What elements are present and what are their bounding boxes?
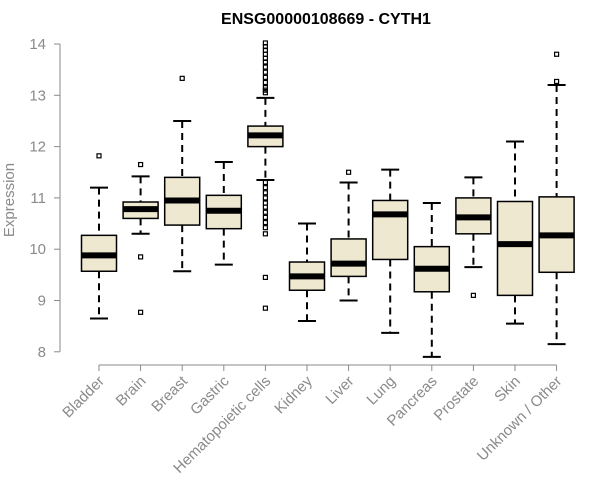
x-tick-label: Lung [363,373,399,409]
chart-title: ENSG00000108669 - CYTH1 [221,11,431,28]
iqr-box [371,199,409,261]
outlier-point [262,200,268,206]
outlier-point [262,74,268,80]
outlier-point [138,309,144,315]
x-tick-label: Breast [148,372,191,415]
outlier-point [262,274,268,281]
box-skin [496,140,534,325]
x-tick-label: Kidney [271,372,316,417]
outlier-point [138,254,144,260]
outlier-point [262,59,268,65]
outlier-point [262,204,268,210]
x-tick-label: Liver [322,373,357,408]
y-axis-title: Expression [1,163,18,237]
box-pancreas [413,202,451,358]
outlier-point [262,179,268,186]
x-tick-label: Skin [491,373,524,406]
outlier-point [138,161,144,168]
box-lung [371,168,409,334]
y-tick-label: 13 [29,87,46,104]
outlier-point [470,292,476,298]
outlier-point [346,169,352,175]
outlier-point [262,51,268,57]
outlier-point [262,79,268,86]
outlier-point [96,153,102,159]
iqr-box [330,238,367,278]
x-tick-label: Bladder [59,373,108,422]
outlier-point [179,75,185,81]
box-liver [330,169,367,302]
y-tick-label: 8 [38,344,46,361]
y-tick-label: 12 [29,139,46,156]
outlier-point [262,305,268,311]
boxes-group [80,40,575,358]
outlier-point [262,47,268,53]
y-tick-label: 10 [29,241,46,258]
y-axis: 8 9 10 11 12 13 14 [29,36,61,361]
outlier-point [262,190,268,196]
outlier-point [553,78,560,85]
iqr-box [496,200,534,297]
box-bladder [80,153,118,320]
outlier-point [553,51,560,57]
box-unknown-other [538,51,575,346]
y-tick-label: 9 [38,293,46,310]
y-tick-label: 14 [29,36,46,53]
outlier-point [262,214,268,220]
y-tick-label: 11 [30,190,46,207]
box-brain [122,161,159,315]
outlier-point [262,185,268,191]
box-prostate [455,176,492,298]
outlier-point [262,219,268,226]
outlier-point [262,209,268,215]
x-tick-label: Brain [113,373,150,410]
box-kidney [288,222,326,323]
outlier-point [262,90,268,96]
outlier-point [262,231,268,237]
box-breast [163,75,201,273]
outlier-point [262,225,268,231]
x-tick-label: Prostate [431,373,483,425]
outlier-point [262,69,268,75]
outlier-point [262,195,268,201]
box-gastric [205,160,243,266]
box-hematopoietic-cells [247,40,284,311]
outlier-point [262,64,268,70]
